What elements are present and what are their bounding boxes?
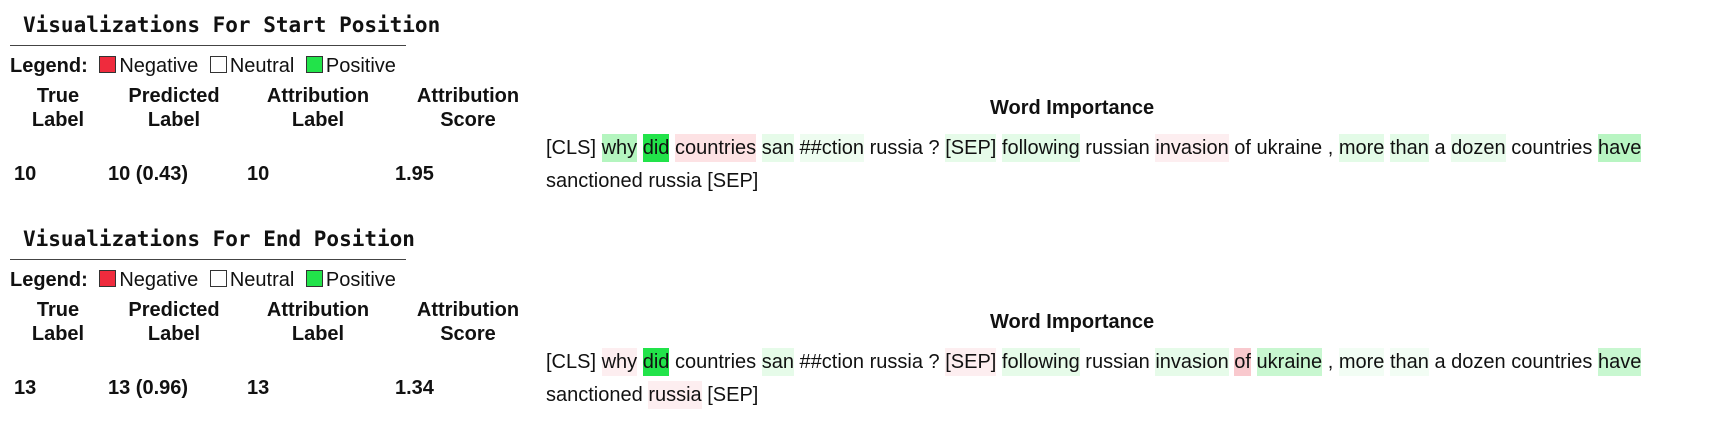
word-token: san [761, 348, 794, 376]
attribution-score-header: Attribution Score [416, 85, 520, 131]
legend-neutral: Neutral [229, 269, 295, 291]
end-position-title: Visualizations For End Position [23, 227, 415, 251]
word-token: why [601, 134, 638, 162]
word-token: [CLS] [546, 348, 597, 376]
true-label-value: 10 [14, 163, 37, 185]
start-position-visualization: Visualizations For Start Position Legend… [10, 12, 1710, 218]
word-token: have [1597, 348, 1642, 376]
word-token: ? [928, 348, 940, 376]
word-token: [SEP] [945, 134, 997, 162]
title-divider [10, 45, 406, 46]
predicted-label-value: 13 (0.96) [108, 377, 189, 399]
attribution-score-header: Attribution Score [416, 299, 520, 345]
word-token: ukraine [1256, 134, 1323, 162]
word-token: countries [675, 348, 757, 376]
word-token: ##ction [799, 348, 865, 376]
word-token: did [642, 348, 670, 376]
word-importance-header: Word Importance [990, 97, 1155, 119]
word-token: more [1338, 348, 1385, 376]
word-importance-tokens: [CLS] why did countries san ##ction russ… [546, 346, 1716, 412]
results-table: True Label Predicted Label Attribution L… [10, 292, 1710, 432]
word-token: , [1327, 348, 1334, 376]
title-divider [10, 259, 406, 260]
end-position-visualization: Visualizations For End Position Legend: … [10, 226, 1710, 432]
legend-positive: Positive [325, 269, 396, 291]
word-token: russia [869, 348, 923, 376]
word-token: a [1434, 348, 1446, 376]
word-token: sanctioned [546, 381, 643, 409]
legend-label: Legend: [10, 55, 88, 77]
word-token: following [1001, 134, 1080, 162]
attribution-score-value: 1.34 [395, 377, 434, 399]
word-token: a [1434, 134, 1446, 162]
predicted-label-header: Predicted Label [128, 85, 220, 131]
predicted-label-header: Predicted Label [128, 299, 220, 345]
neutral-swatch-icon [209, 56, 227, 73]
negative-swatch-icon [99, 270, 117, 287]
word-token: countries [1511, 348, 1593, 376]
word-token: [SEP] [707, 381, 759, 409]
word-token: san [761, 134, 794, 162]
attribution-label-header: Attribution Label [266, 85, 370, 131]
negative-swatch-icon [99, 56, 117, 73]
word-token: ? [928, 134, 940, 162]
legend: Legend: Negative Neutral Positive [10, 54, 1710, 78]
attribution-score-value: 1.95 [395, 163, 434, 185]
legend-neutral: Neutral [229, 55, 295, 77]
positive-swatch-icon [305, 270, 323, 287]
neutral-swatch-icon [209, 270, 227, 287]
attribution-label-value: 13 [247, 377, 270, 399]
legend-label: Legend: [10, 269, 88, 291]
word-token: of [1234, 134, 1251, 162]
word-token: russia [648, 381, 702, 409]
word-token: more [1338, 134, 1385, 162]
word-token: dozen [1451, 134, 1506, 162]
word-token: sanctioned [546, 167, 643, 195]
word-token: ##ction [799, 134, 865, 162]
attribution-label-value: 10 [247, 163, 270, 185]
word-token: countries [1511, 134, 1593, 162]
word-token: invasion [1155, 348, 1229, 376]
word-token: dozen [1451, 348, 1506, 376]
word-token: russia [648, 167, 702, 195]
word-token: russia [869, 134, 923, 162]
word-token: russian [1085, 348, 1150, 376]
word-token: of [1234, 348, 1251, 376]
word-token: following [1001, 348, 1080, 376]
predicted-label-value: 10 (0.43) [108, 163, 189, 185]
start-position-title: Visualizations For Start Position [23, 13, 441, 37]
legend-negative: Negative [119, 55, 199, 77]
word-token: russian [1085, 134, 1150, 162]
word-token: countries [675, 134, 757, 162]
true-label-header: True Label [31, 85, 85, 131]
word-token: why [601, 348, 638, 376]
positive-swatch-icon [305, 56, 323, 73]
word-token: invasion [1155, 134, 1229, 162]
word-importance-header: Word Importance [990, 311, 1155, 333]
results-table: True Label Predicted Label Attribution L… [10, 78, 1710, 218]
word-token: than [1389, 348, 1429, 376]
word-importance-tokens: [CLS] why did countries san ##ction russ… [546, 132, 1716, 198]
word-token: did [642, 134, 670, 162]
word-token: have [1597, 134, 1642, 162]
word-token: [CLS] [546, 134, 597, 162]
word-token: [SEP] [945, 348, 997, 376]
attribution-label-header: Attribution Label [266, 299, 370, 345]
word-token: [SEP] [707, 167, 759, 195]
true-label-header: True Label [31, 299, 85, 345]
legend-positive: Positive [325, 55, 396, 77]
true-label-value: 13 [14, 377, 37, 399]
word-token: than [1389, 134, 1429, 162]
legend: Legend: Negative Neutral Positive [10, 268, 1710, 292]
word-token: , [1327, 134, 1334, 162]
legend-negative: Negative [119, 269, 199, 291]
word-token: ukraine [1256, 348, 1323, 376]
